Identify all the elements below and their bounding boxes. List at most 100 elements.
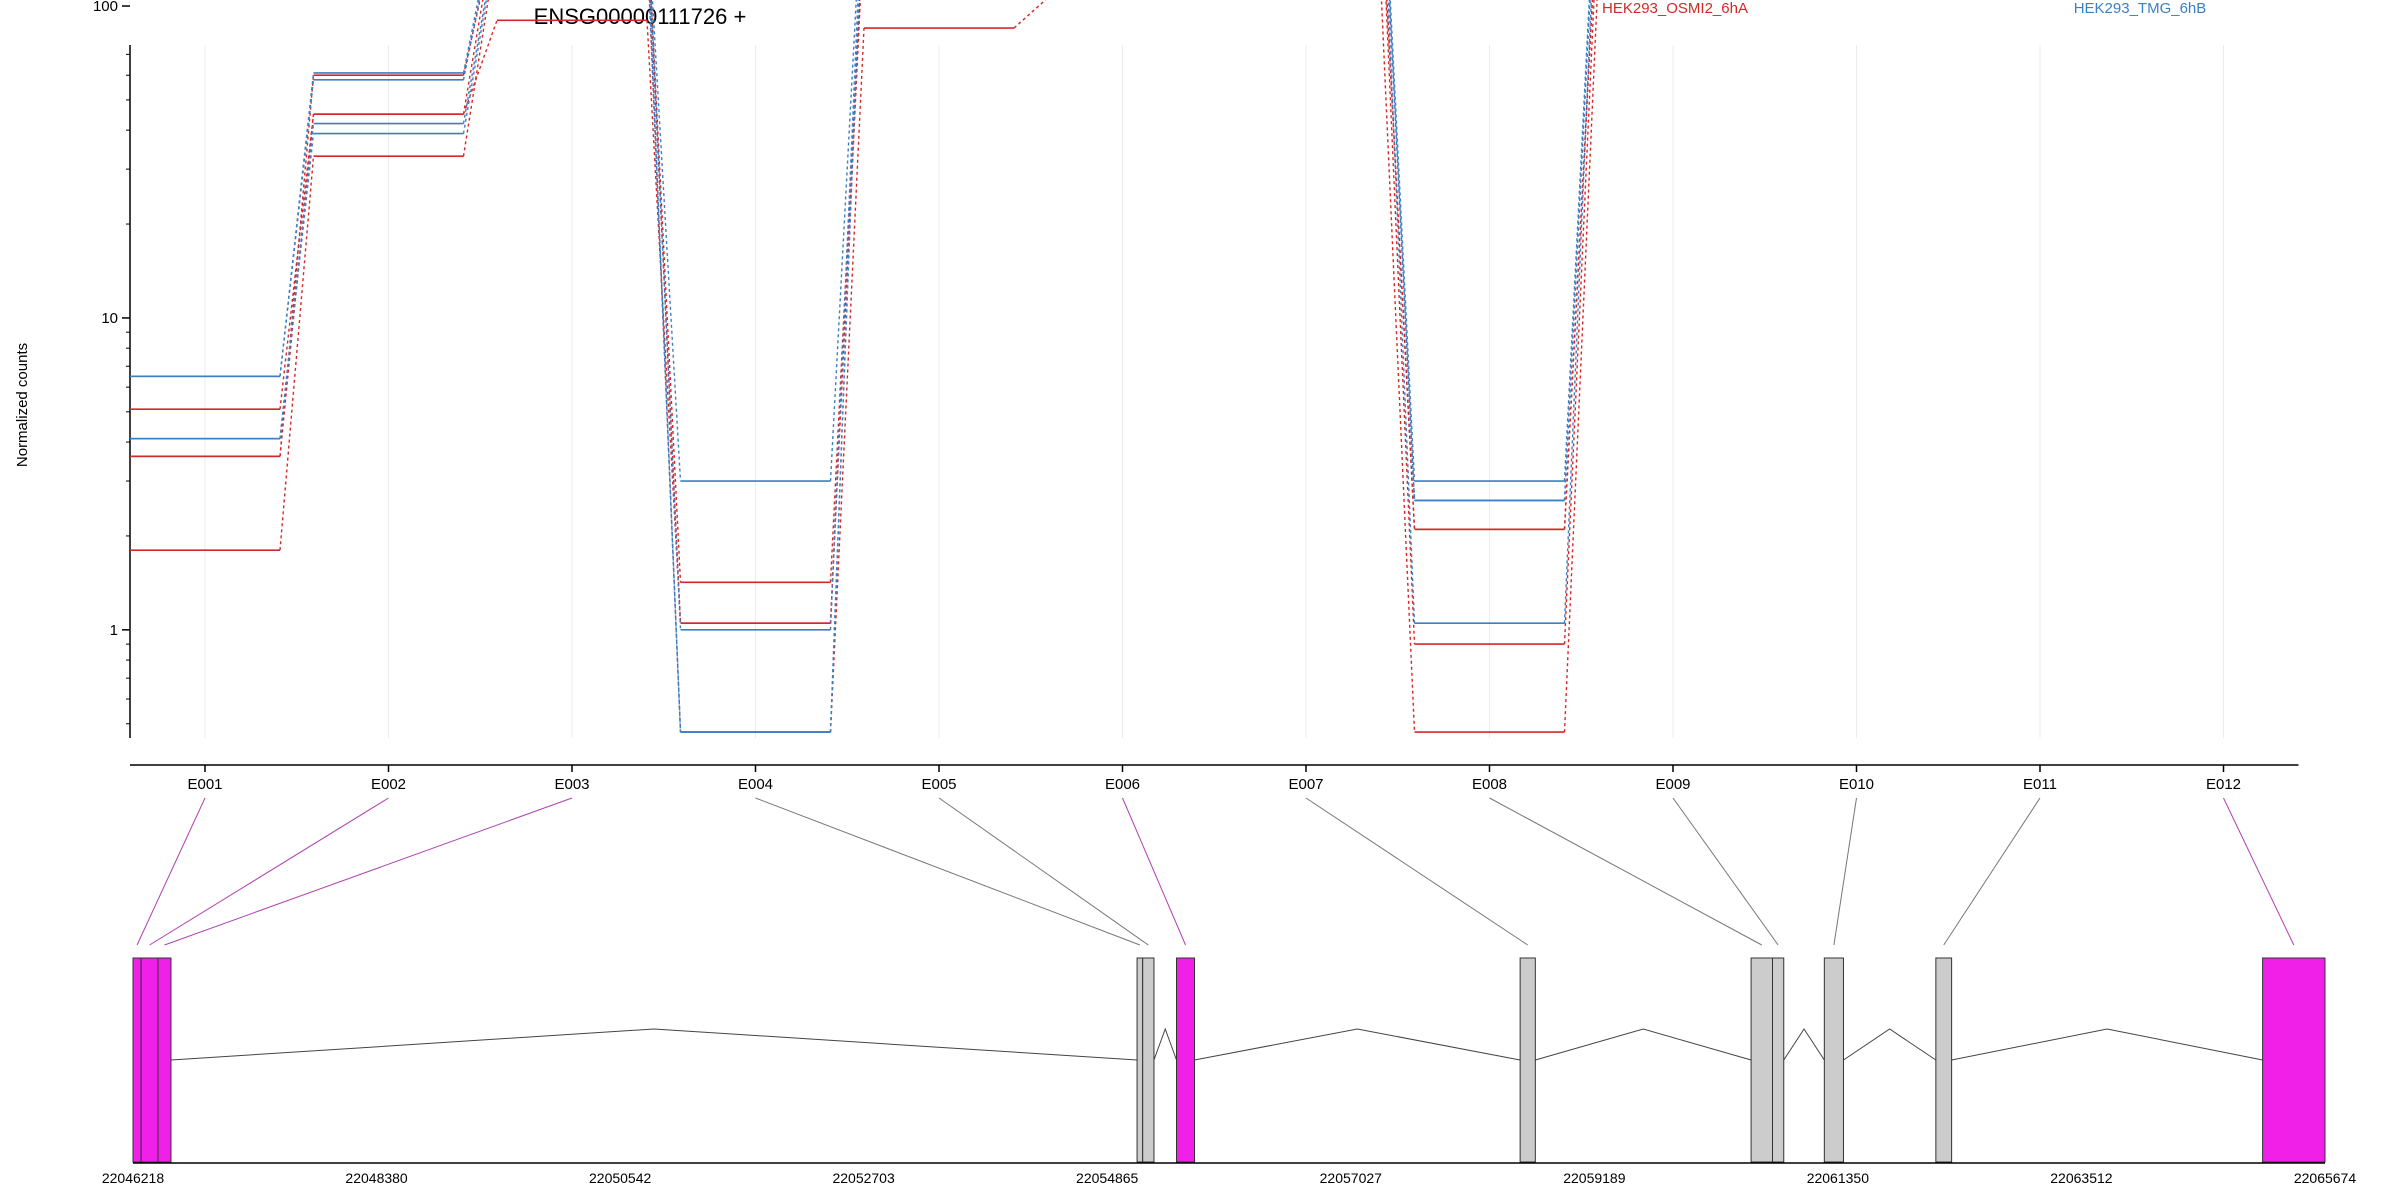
exon-boxes — [132, 957, 2326, 1163]
exon-box-e011 — [1935, 957, 1953, 1163]
series-0 — [130, 0, 1594, 584]
genomic-tick-label: 22050542 — [589, 1170, 652, 1186]
exon-level-connector — [1380, 0, 1416, 733]
legend-entry-tmg: HEK293_TMG_6hB — [2074, 0, 2207, 17]
y-axis: 1 10 100 — [93, 0, 131, 738]
grid-lines — [204, 45, 2224, 738]
exon-box-e002 — [140, 957, 159, 1163]
exon-level-connector — [462, 0, 489, 157]
series-2 — [130, 0, 1598, 733]
intron-lines — [170, 1027, 2263, 1061]
exon-box-e009 — [1771, 957, 1785, 1163]
exon-level-connector — [279, 114, 315, 410]
exon-level-connector — [829, 0, 859, 630]
exon-connector — [164, 797, 573, 946]
exon-box-e001 — [132, 957, 142, 1163]
chart-title: ENSG00000111726 + — [534, 4, 747, 29]
intron — [1951, 1028, 2263, 1061]
exon-connector — [2223, 797, 2295, 946]
exon-connector — [1943, 797, 2041, 946]
series-4 — [130, 0, 1590, 482]
exon-level-connector — [651, 0, 682, 482]
exon-level-connector — [279, 79, 315, 377]
exon-level-connector — [1013, 0, 1047, 29]
exon-level-connector — [829, 0, 860, 733]
normalized-counts-chart: ENSG00000111726 + HEK293_OSMI2_6hA HEK29… — [14, 0, 2299, 793]
intron — [1843, 1028, 1937, 1061]
y-tick-label: 10 — [101, 310, 118, 327]
genomic-tick-label: 22048380 — [345, 1170, 408, 1186]
x-tick-label: E010 — [1839, 776, 1874, 793]
exon-level-connector — [279, 133, 315, 439]
gene-model-track: 22046218 22048380 22050542 22052703 22054865… — [102, 957, 2357, 1186]
y-tick-label: 100 — [93, 0, 118, 15]
series-7 — [130, 0, 1591, 733]
exon-connector — [149, 797, 389, 946]
genomic-tick-label: 22063512 — [2050, 1170, 2113, 1186]
exon-box-e003 — [157, 957, 172, 1163]
x-axis: E001 E002 E003 E004 E005 E006 E007 E008 E009 E010… — [130, 764, 2299, 793]
exon-box-e005 — [1142, 957, 1155, 1163]
exon-box-e012 — [2262, 957, 2326, 1163]
exon-level-connector — [1385, 0, 1416, 645]
exon-connector — [1489, 797, 1763, 946]
series-1 — [130, 0, 1595, 645]
x-tick-label: E002 — [371, 776, 406, 793]
genomic-tick-label: 22057027 — [1320, 1170, 1383, 1186]
exon-level-connector — [1386, 0, 1416, 530]
exon-level-connector — [829, 0, 857, 482]
genomic-tick-label: 22054865 — [1076, 1170, 1139, 1186]
exon-level-connector — [1563, 0, 1595, 645]
x-tick-label: E003 — [554, 776, 589, 793]
series-3 — [130, 0, 1594, 625]
exon-level-connector — [1386, 0, 1416, 530]
exon-box-e004 — [1136, 957, 1144, 1163]
exon-level-connector — [1563, 0, 1591, 501]
exon-connector — [1305, 797, 1529, 946]
x-tick-label: E011 — [2023, 776, 2057, 793]
genomic-coordinate-axis: 22046218 22048380 22050542 22052703 22054865… — [102, 1162, 2357, 1186]
exon-level-connector — [1563, 0, 1598, 733]
intron — [1783, 1028, 1825, 1061]
exon-level-connector — [650, 0, 682, 583]
exon-level-connector — [1563, 0, 1594, 530]
exon-level-connector — [648, 0, 682, 733]
series-6 — [130, 0, 1593, 733]
exon-level-connector — [829, 0, 861, 583]
x-tick-label: E009 — [1655, 776, 1690, 793]
x-tick-label: E005 — [921, 776, 956, 793]
x-tick-label: E007 — [1288, 776, 1323, 793]
exon-level-connector — [1388, 0, 1416, 501]
exon-connector — [1122, 797, 1186, 946]
series-lines — [130, 0, 1598, 733]
intron — [1194, 1028, 1521, 1061]
exon-connector — [1833, 797, 1857, 946]
x-tick-label: E006 — [1105, 776, 1140, 793]
exon-connector — [136, 797, 206, 946]
exon-connector — [755, 797, 1141, 946]
x-tick-label: E004 — [738, 776, 773, 793]
exon-level-connector — [829, 0, 861, 624]
genomic-tick-label: 22052703 — [832, 1170, 895, 1186]
x-tick-label: E008 — [1472, 776, 1507, 793]
exon-level-connector — [646, 20, 682, 624]
exon-connectors — [136, 797, 2295, 946]
exon-connector — [1672, 797, 1779, 946]
legend-entry-osmi2: HEK293_OSMI2_6hA — [1602, 0, 1748, 17]
y-tick-label: 1 — [110, 622, 118, 639]
exon-box-e010 — [1823, 957, 1844, 1163]
exon-level-connector — [829, 28, 865, 733]
x-tick-label: E012 — [2206, 776, 2241, 793]
exon-box-e006 — [1175, 957, 1196, 1163]
intron — [1153, 1027, 1177, 1061]
intron — [170, 1028, 1138, 1061]
exon-level-connector — [1387, 0, 1416, 624]
genomic-tick-label: 22065674 — [2294, 1170, 2357, 1186]
exon-box-e007 — [1519, 957, 1536, 1163]
series-5 — [130, 0, 1591, 631]
exon-level-connector — [462, 20, 498, 115]
x-tick-label: E001 — [187, 776, 222, 793]
exon-level-connector — [462, 0, 487, 124]
exon-connector — [938, 797, 1149, 946]
